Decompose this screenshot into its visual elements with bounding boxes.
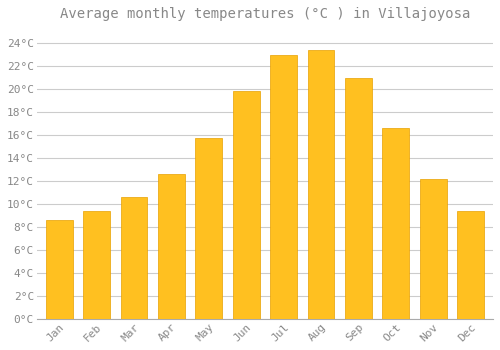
- Bar: [345, 78, 372, 319]
- Bar: [382, 128, 409, 319]
- Bar: [308, 50, 334, 319]
- Bar: [120, 197, 148, 319]
- Bar: [158, 174, 185, 319]
- Bar: [46, 220, 72, 319]
- Bar: [196, 138, 222, 319]
- Bar: [83, 211, 110, 319]
- Title: Average monthly temperatures (°C ) in Villajoyosa: Average monthly temperatures (°C ) in Vi…: [60, 7, 470, 21]
- Bar: [457, 211, 484, 319]
- Bar: [232, 91, 260, 319]
- Bar: [420, 179, 446, 319]
- Bar: [270, 55, 297, 319]
